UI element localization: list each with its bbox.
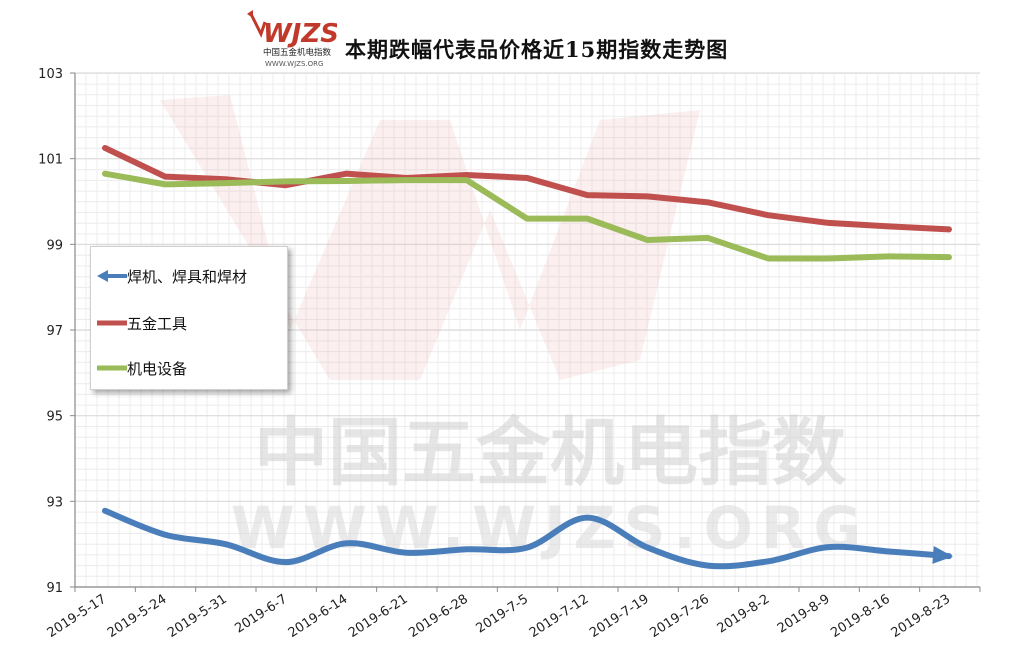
series-2-point [223, 180, 229, 186]
legend-label-welding: 焊机、焊具和焊材 [127, 268, 248, 286]
y-tick-label: 91 [46, 581, 63, 596]
watermark-text-cn: 中国五金机电指数 [254, 410, 846, 496]
x-tick-label: 2019-8-16 [828, 592, 893, 641]
series-2-point [946, 254, 952, 260]
series-2-point [283, 178, 289, 184]
series-0-point [524, 545, 530, 551]
series-2-point [464, 177, 470, 183]
series-2-point [102, 171, 108, 177]
x-tick-label: 2019-5-31 [165, 592, 230, 641]
logo-icon: WJZS 中国五金机电指数 WWW.WJZS.ORG [247, 10, 339, 68]
x-tick-label: 2019-6-28 [406, 592, 471, 641]
series-0-point [886, 548, 892, 554]
series-1-point [886, 223, 892, 229]
chart-title: 本期跌幅代表品价格近15期指数走势图 [345, 37, 729, 62]
series-1-point [645, 193, 651, 199]
series-0-point [645, 545, 651, 551]
legend-label-tools: 五金工具 [127, 315, 188, 333]
series-0-point [464, 546, 470, 552]
y-axis-labels: 91 93 95 97 99 101 103 [38, 67, 63, 596]
series-2-point [343, 178, 349, 184]
y-tick-label: 103 [38, 67, 63, 82]
series-1-point [162, 174, 168, 180]
legend-label-electromech: 机电设备 [127, 360, 188, 378]
logo-mark: WJZS [263, 19, 337, 49]
series-0-point [403, 550, 409, 556]
x-tick-label: 2019-7-5 [474, 592, 532, 637]
wjzs-logo: WJZS 中国五金机电指数 WWW.WJZS.ORG [247, 8, 339, 70]
series-0-point [765, 558, 771, 564]
x-tick-label: 2019-7-12 [527, 592, 592, 641]
series-2-point [524, 216, 530, 222]
series-2-point [825, 255, 831, 261]
series-2-point [645, 237, 651, 243]
watermark: 中国五金机电指数 WWW.WJZS.ORG [160, 95, 869, 562]
series-1-point [946, 226, 952, 232]
y-tick-label: 99 [46, 238, 63, 253]
legend-item-welding: 焊机、焊具和焊材 [91, 264, 287, 288]
logo-line1: 中国五金机电指数 [263, 47, 332, 58]
series-0-point [283, 559, 289, 565]
series-1-point [102, 145, 108, 151]
series-2-point [705, 235, 711, 241]
series-0-point [102, 508, 108, 514]
logo-line2: WWW.WJZS.ORG [265, 60, 323, 68]
series-2-point [584, 216, 590, 222]
x-tick-label: 2019-6-7 [232, 592, 290, 637]
series-0-point [705, 563, 711, 569]
chart-axes [70, 72, 981, 592]
watermark-logo-shape [160, 95, 700, 380]
watermark-text-en: WWW.WJZS.ORG [231, 494, 869, 562]
series-1-point [705, 199, 711, 205]
legend-line-icon [97, 320, 127, 326]
x-tick-label: 2019-6-14 [286, 592, 351, 641]
series-1-point [825, 220, 831, 226]
series-1-point [524, 175, 530, 181]
x-tick-label: 2019-8-2 [715, 592, 773, 637]
legend-item-electromech: 机电设备 [91, 356, 287, 380]
x-tick-label: 2019-8-9 [775, 592, 833, 637]
y-tick-label: 97 [46, 324, 63, 339]
y-tick-label: 93 [46, 495, 63, 510]
x-tick-label: 2019-7-19 [587, 592, 652, 641]
series-0-point [343, 540, 349, 546]
series-1-point [765, 212, 771, 218]
chart-legend: 焊机、焊具和焊材 五金工具 机电设备 [90, 246, 288, 390]
series-arrow-head [932, 545, 953, 564]
legend-arrow-icon [97, 270, 127, 282]
x-tick-label: 2019-7-26 [647, 592, 712, 641]
series-2-point [886, 253, 892, 259]
series-2-point [765, 255, 771, 261]
chart-series [102, 144, 953, 570]
legend-item-tools: 五金工具 [91, 311, 287, 335]
series-0-point [825, 544, 831, 550]
series-0-point [162, 532, 168, 538]
y-tick-label: 95 [46, 410, 63, 425]
series-1-point [584, 192, 590, 198]
series-2-point [403, 177, 409, 183]
x-tick-label: 2019-6-21 [346, 592, 411, 641]
series-0-point [223, 541, 229, 547]
series-1-point [343, 171, 349, 177]
series-1-point [464, 172, 470, 178]
series-2-point [162, 181, 168, 187]
x-tick-label: 2019-5-17 [45, 592, 110, 641]
x-tick-label: 2019-5-24 [105, 592, 170, 641]
legend-line-icon [97, 365, 127, 371]
y-tick-label: 101 [38, 153, 63, 168]
series-0-point [584, 515, 590, 521]
x-tick-label: 2019-8-23 [889, 592, 954, 641]
